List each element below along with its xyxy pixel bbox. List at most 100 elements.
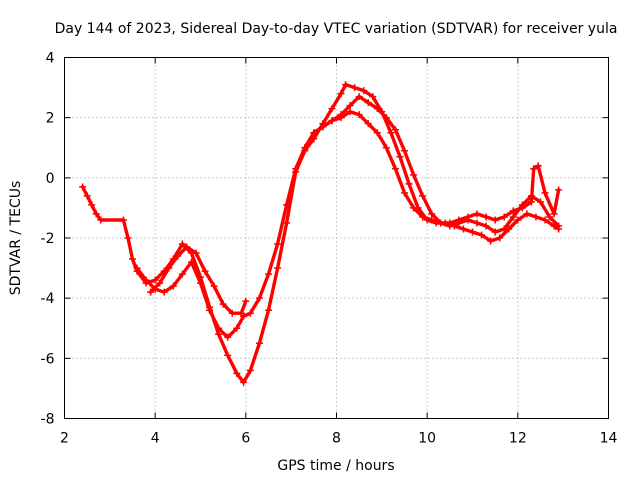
data-point (151, 276, 159, 284)
data-point (79, 183, 87, 191)
x-tick-label: 14 (600, 431, 618, 447)
data-point (419, 213, 427, 221)
data-point (265, 270, 272, 278)
data-point (509, 207, 517, 215)
x-tick-label: 10 (418, 431, 436, 447)
series-line (135, 94, 561, 339)
data-point (237, 309, 245, 317)
data-point (550, 210, 558, 218)
data-point (541, 216, 549, 224)
data-point (541, 189, 549, 197)
x-tick-label: 6 (241, 431, 250, 447)
data-point (537, 198, 544, 206)
data-point (337, 114, 345, 122)
data-point (500, 213, 508, 221)
data-point (523, 210, 531, 218)
y-tick-label: -2 (41, 231, 55, 247)
data-point (319, 123, 327, 131)
data-point (428, 210, 436, 218)
data-point (518, 204, 526, 212)
data-point (473, 210, 481, 218)
data-point (274, 264, 282, 272)
data-point (228, 309, 236, 317)
data-point (169, 282, 177, 290)
data-point (124, 234, 132, 242)
data-point (419, 192, 427, 200)
data-point (391, 126, 399, 134)
x-tick-label: 2 (60, 431, 69, 447)
data-point (165, 264, 173, 272)
data-point (410, 204, 418, 212)
data-point (546, 213, 554, 221)
x-axis-label: GPS time / hours (277, 458, 394, 474)
data-point (446, 219, 454, 227)
data-point (192, 249, 200, 257)
plot-area (79, 81, 563, 386)
data-point (233, 324, 241, 332)
data-point (428, 216, 436, 224)
data-point (197, 279, 204, 287)
data-point (382, 114, 390, 122)
data-point (240, 378, 248, 386)
data-point (401, 189, 408, 197)
y-tick-label: 2 (46, 111, 55, 127)
data-point (242, 297, 250, 305)
data-point (97, 216, 105, 224)
chart-title: Day 144 of 2023, Sidereal Day-to-day VTE… (55, 21, 618, 37)
data-point (491, 228, 499, 236)
data-point (351, 84, 359, 92)
y-tick-label: -6 (41, 351, 55, 367)
grid (64, 57, 609, 419)
data-point (396, 153, 404, 161)
data-point (473, 219, 481, 227)
data-point (401, 147, 408, 155)
data-point (233, 369, 241, 377)
x-tick-label: 8 (332, 431, 341, 447)
data-point (355, 111, 363, 119)
data-point (265, 306, 272, 314)
data-point (514, 216, 522, 224)
data-point (133, 264, 141, 272)
axis-ticks: 2 4 6 8 10 12 14 -8 -6 -4 -2 0 2 4 (41, 51, 618, 447)
data-point (387, 129, 395, 137)
data-point (382, 144, 390, 152)
data-point (215, 330, 223, 338)
x-tick-label: 4 (151, 431, 160, 447)
data-point (437, 219, 445, 227)
data-point (469, 228, 476, 236)
data-point (301, 144, 309, 152)
y-tick-label: 4 (46, 51, 55, 67)
data-point (219, 300, 227, 308)
series-line (148, 110, 561, 315)
y-axis-label: SDTVAR / TECUs (8, 181, 24, 296)
data-point (360, 87, 368, 95)
data-point (246, 309, 254, 317)
data-point (530, 165, 538, 173)
data-point (246, 366, 254, 374)
data-point (283, 201, 291, 209)
data-point (215, 324, 223, 332)
data-point (156, 279, 164, 287)
data-point (83, 192, 91, 200)
data-point (255, 294, 263, 302)
data-point (455, 216, 463, 224)
data-point (391, 165, 399, 173)
data-point (500, 225, 508, 233)
data-point (555, 186, 563, 194)
data-point (129, 255, 136, 263)
data-point (147, 288, 155, 296)
data-point (328, 105, 336, 113)
data-point (491, 216, 499, 224)
data-point (364, 120, 372, 128)
data-point (183, 243, 191, 251)
data-point (464, 213, 472, 221)
data-point (373, 105, 381, 113)
data-point (532, 213, 540, 221)
data-point (160, 288, 168, 296)
series-trace-3 (147, 108, 563, 317)
data-point (274, 240, 282, 248)
data-point (283, 219, 291, 227)
data-point (255, 339, 263, 347)
data-point (328, 117, 336, 125)
